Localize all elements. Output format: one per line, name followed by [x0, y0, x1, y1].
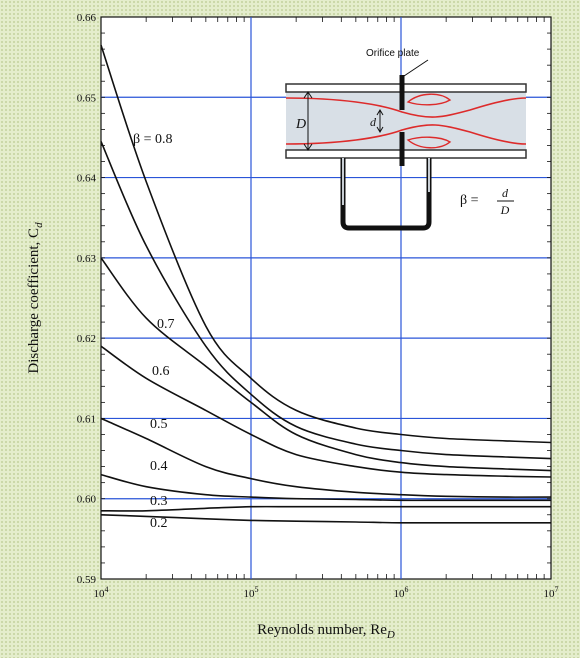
y-tick-label: 0.60	[77, 494, 97, 506]
curve-label-5: 0.3	[150, 494, 168, 509]
x-tick-label: 107	[544, 585, 559, 600]
orifice-plate-label: Orifice plate	[366, 48, 420, 59]
x-tick-labels: 104 105 106 107	[94, 585, 559, 600]
dimension-D-arrows	[303, 91, 313, 151]
curve-series-6	[100, 505, 551, 512]
y-tick-labels: 0.59 0.60 0.61 0.62 0.63 0.64 0.65 0.66	[77, 12, 97, 586]
curve-label-1: 0.7	[157, 317, 175, 332]
y-tick-label: 0.59	[77, 574, 97, 586]
inset-D-label: D	[295, 117, 306, 132]
pipe-top-wall	[285, 83, 527, 93]
curve-series-5	[100, 473, 551, 502]
y-tick-label: 0.64	[77, 173, 97, 185]
pipe-fluid	[286, 92, 526, 150]
beta-denominator: D	[500, 203, 510, 217]
flow-boundary-top	[285, 97, 527, 118]
beta-numerator: d	[502, 186, 509, 200]
curve-series-0	[100, 44, 552, 444]
x-tick-label: 105	[244, 585, 259, 600]
x-tick-label: 106	[394, 585, 409, 600]
beta-definition-label: β =	[460, 193, 479, 208]
curve-series-1	[100, 141, 552, 460]
y-tick-label: 0.65	[77, 92, 97, 104]
y-tick-label: 0.63	[77, 253, 97, 265]
recirculation-eddy-top	[406, 93, 452, 106]
y-tick-label: 0.61	[77, 413, 96, 425]
pipe-bottom-wall	[285, 149, 527, 159]
curve-label-3: 0.5	[150, 417, 168, 432]
y-axis-label: Discharge coefficient, Cd	[26, 222, 45, 374]
curve-label-2: 0.6	[152, 364, 170, 379]
y-tick-label: 0.66	[77, 12, 97, 24]
plate-leader-line	[403, 59, 429, 77]
curve-label-0: β = 0.8	[133, 132, 173, 147]
inset-d-label: d	[370, 115, 377, 129]
x-axis-label: Reynolds number, ReD	[257, 622, 395, 641]
minor-ticks	[101, 16, 551, 580]
curves	[100, 44, 552, 524]
dimension-d-arrows	[376, 109, 384, 133]
curve-series-3	[100, 345, 552, 478]
curve-label-4: 0.4	[150, 459, 168, 474]
curve-labels: β = 0.8 0.7 0.6 0.5 0.4 0.3 0.2	[133, 132, 175, 531]
flow-boundary-bottom	[285, 124, 527, 145]
curve-series-4	[100, 417, 552, 498]
curve-series-7	[100, 514, 551, 524]
recirculation-eddy-bottom	[406, 136, 452, 149]
manometer-tube	[340, 158, 432, 231]
curve-label-6: 0.2	[150, 516, 168, 531]
curve-series-2	[100, 257, 552, 472]
y-tick-label: 0.62	[77, 333, 96, 345]
x-tick-label: 104	[94, 585, 109, 600]
